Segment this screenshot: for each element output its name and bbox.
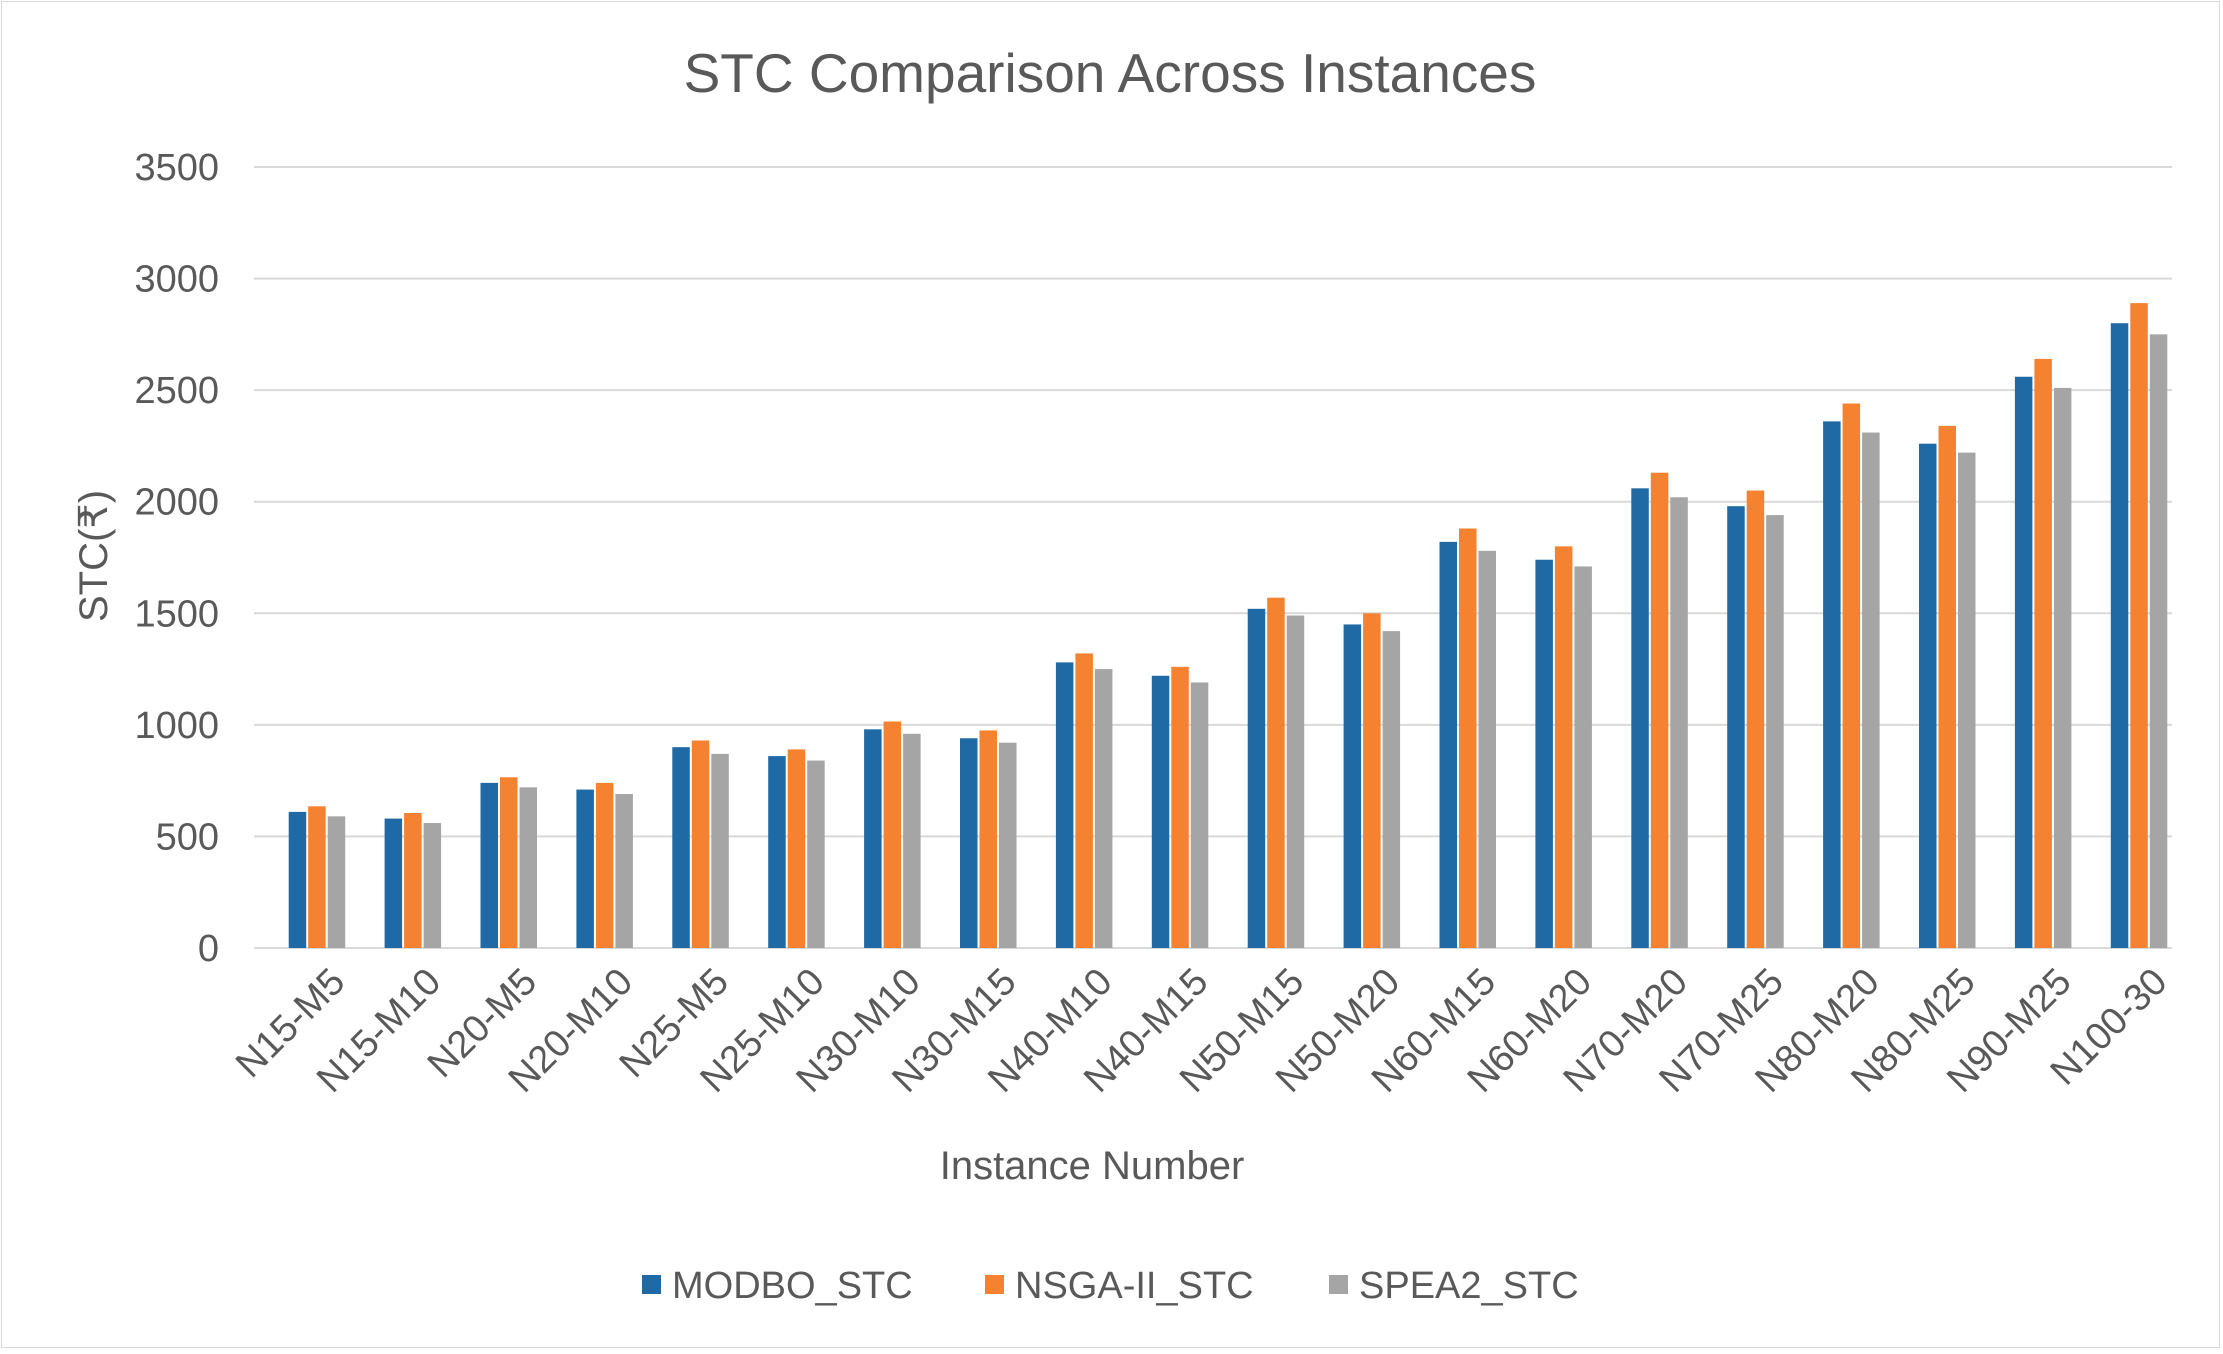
bar bbox=[787, 749, 806, 948]
bar bbox=[883, 721, 902, 948]
bar bbox=[807, 760, 825, 948]
bar bbox=[615, 794, 633, 948]
x-axis-label: Instance Number bbox=[940, 1144, 1245, 1188]
bar bbox=[404, 812, 422, 948]
bar bbox=[2053, 387, 2072, 948]
bar bbox=[1842, 403, 1861, 948]
bar bbox=[2034, 358, 2052, 949]
y-tick-label: 3000 bbox=[134, 259, 219, 301]
bar bbox=[1631, 488, 1649, 948]
bar bbox=[1919, 443, 1937, 948]
bar bbox=[903, 733, 921, 948]
bar bbox=[327, 816, 346, 948]
bar bbox=[1746, 490, 1765, 948]
bar bbox=[768, 756, 786, 948]
bar bbox=[480, 782, 498, 948]
bar bbox=[308, 806, 326, 948]
bar bbox=[1958, 452, 1976, 948]
bar bbox=[1363, 613, 1381, 948]
bar bbox=[2014, 376, 2033, 948]
bar bbox=[595, 782, 614, 948]
bar bbox=[1286, 615, 1305, 948]
bar bbox=[1382, 631, 1401, 948]
bar bbox=[1650, 472, 1669, 948]
y-axis-label: STC(₹) bbox=[72, 490, 116, 622]
bar bbox=[1727, 506, 1745, 948]
bar bbox=[1823, 421, 1841, 949]
bar bbox=[519, 787, 537, 948]
bar bbox=[1151, 675, 1170, 948]
legend-swatch bbox=[1329, 1275, 1348, 1294]
bar bbox=[1439, 541, 1457, 948]
bar bbox=[1862, 432, 1880, 948]
bar bbox=[576, 789, 594, 948]
bar bbox=[500, 777, 518, 948]
y-tick-label: 1500 bbox=[134, 593, 219, 635]
legend-swatch bbox=[985, 1275, 1004, 1294]
y-tick-label: 2000 bbox=[134, 482, 219, 524]
bar-series bbox=[288, 303, 2168, 949]
y-tick-label: 3500 bbox=[134, 147, 219, 189]
bar bbox=[1554, 546, 1573, 948]
legend: MODBO_STC NSGA-II_STC SPEA2_STC bbox=[642, 1265, 1579, 1307]
bar bbox=[691, 740, 710, 948]
bar bbox=[2149, 334, 2168, 948]
bar bbox=[711, 753, 729, 948]
bar bbox=[1478, 550, 1496, 948]
y-tick-label: 0 bbox=[198, 928, 219, 970]
bar bbox=[1343, 624, 1362, 948]
x-axis-ticks: N15-M5N15-M10N20-M5N20-M10N25-M5N25-M10N… bbox=[228, 961, 2175, 1101]
bar bbox=[288, 811, 307, 948]
bar bbox=[999, 742, 1017, 948]
chart-title: STC Comparison Across Instances bbox=[684, 42, 1537, 104]
bar bbox=[2130, 303, 2148, 948]
y-tick-label: 500 bbox=[156, 816, 219, 858]
bar bbox=[1267, 597, 1285, 948]
bar bbox=[2110, 323, 2129, 948]
bar bbox=[864, 729, 882, 948]
bar bbox=[1670, 497, 1688, 948]
y-tick-label: 1000 bbox=[134, 705, 219, 747]
bar bbox=[423, 823, 442, 948]
bar bbox=[1190, 682, 1209, 948]
legend-label: SPEA2_STC bbox=[1359, 1265, 1579, 1307]
legend-label: MODBO_STC bbox=[672, 1265, 913, 1307]
bar bbox=[1171, 666, 1189, 948]
legend-label: NSGA-II_STC bbox=[1015, 1265, 1254, 1307]
bar bbox=[1055, 662, 1074, 948]
bar bbox=[960, 738, 978, 948]
y-tick-label: 2500 bbox=[134, 370, 219, 412]
bar bbox=[1075, 653, 1093, 948]
bar bbox=[384, 818, 403, 948]
bar bbox=[672, 747, 690, 948]
bar bbox=[1938, 425, 1956, 948]
y-axis-ticks: 0 500 1000 1500 2000 2500 3000 3500 bbox=[134, 147, 219, 970]
bar bbox=[1535, 559, 1553, 948]
bar bbox=[1766, 515, 1784, 948]
bar bbox=[1459, 528, 1477, 948]
legend-swatch bbox=[642, 1275, 661, 1294]
bar bbox=[979, 730, 997, 948]
bar bbox=[1574, 566, 1592, 948]
bar bbox=[1094, 669, 1113, 948]
bar bbox=[1247, 608, 1266, 948]
gridlines bbox=[254, 166, 2172, 949]
